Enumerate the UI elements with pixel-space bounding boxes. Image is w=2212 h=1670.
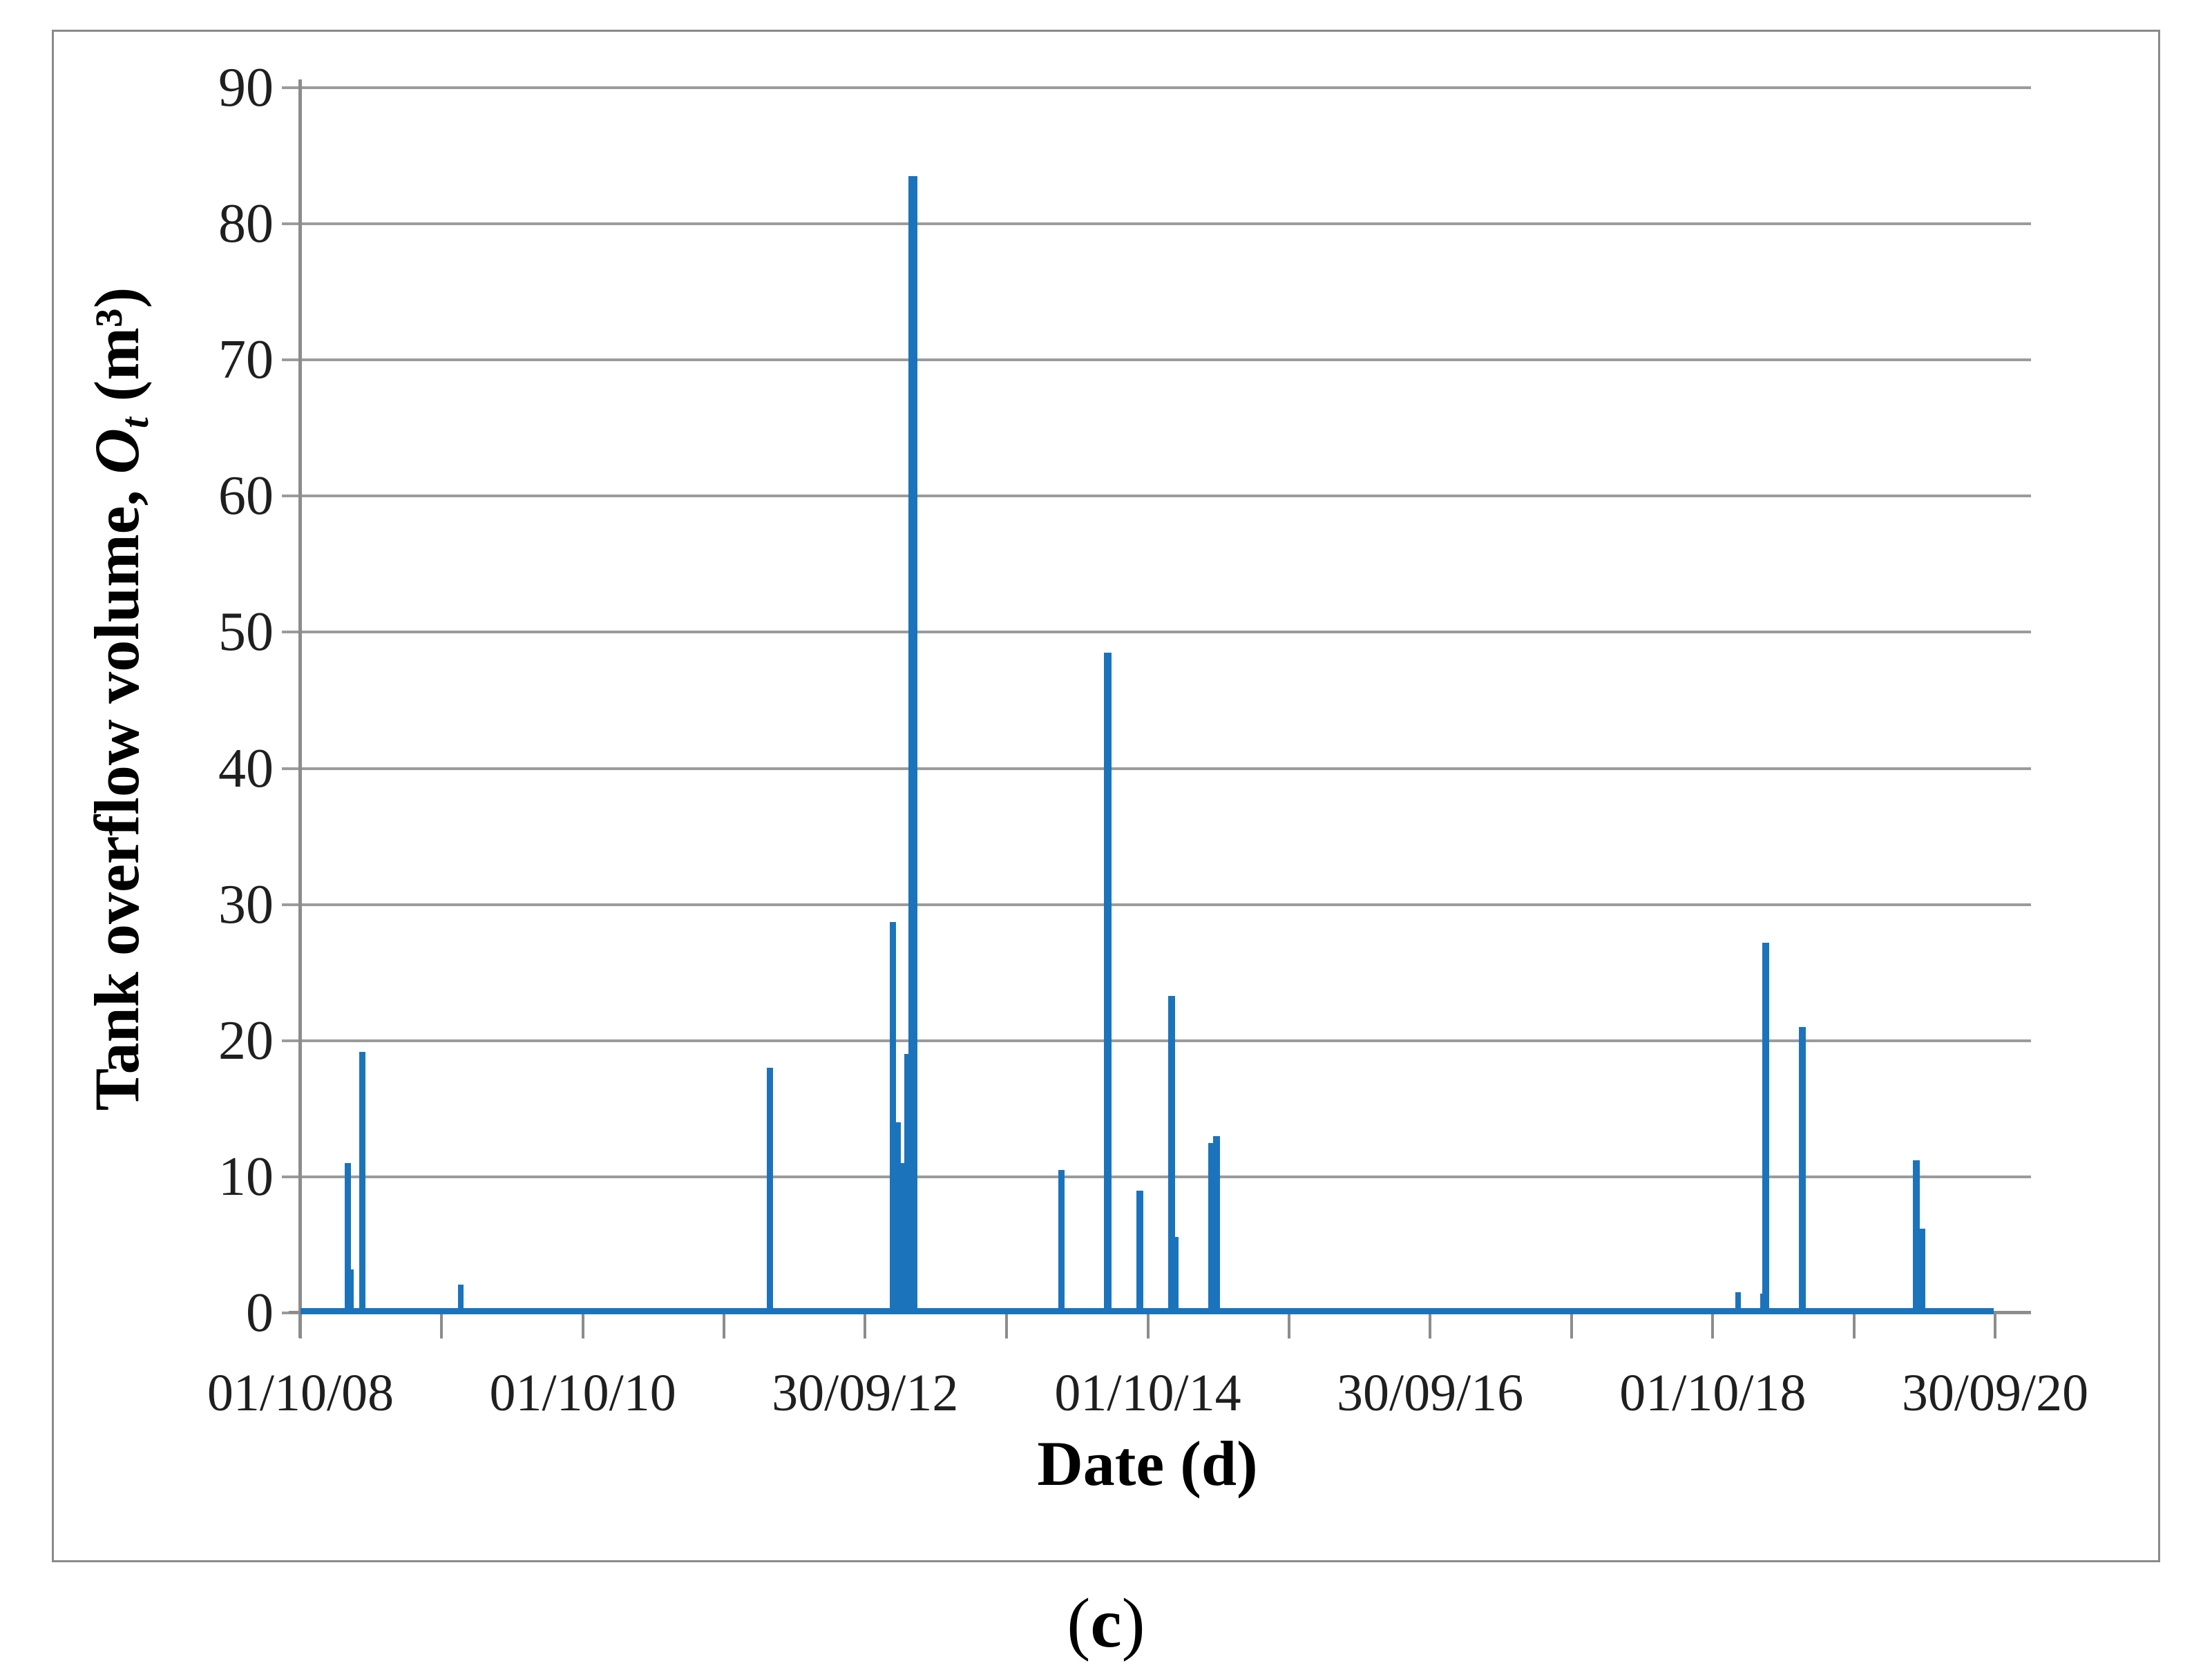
y-tick-label-80: 80 bbox=[218, 193, 274, 255]
bar-2009-03-10 bbox=[359, 1051, 366, 1314]
x-tick-label-30-09-16: 30/09/16 bbox=[1337, 1364, 1524, 1422]
bar-2020-03-10 bbox=[1912, 1160, 1920, 1314]
bar-2009-11-20 bbox=[458, 1284, 464, 1314]
y-axis-symbol-sub: t bbox=[113, 417, 158, 429]
gridline-30 bbox=[282, 903, 2031, 906]
gridline-10 bbox=[282, 1175, 2031, 1178]
x-tick-7 bbox=[1287, 1314, 1290, 1338]
caption-close-paren: ) bbox=[1121, 1584, 1145, 1662]
gridline-20 bbox=[282, 1039, 2031, 1042]
bar-2019-05-20 bbox=[1798, 1027, 1806, 1314]
x-tick-0 bbox=[299, 1314, 302, 1338]
x-tick-6 bbox=[1146, 1314, 1150, 1338]
x-tick-11 bbox=[1852, 1314, 1856, 1338]
gridline-80 bbox=[282, 222, 2031, 226]
y-tick-label-60: 60 bbox=[218, 466, 274, 527]
bar-2015-03-15 bbox=[1208, 1142, 1215, 1314]
bar-2014-02-20 bbox=[1058, 1170, 1065, 1314]
bar-2014-06-20 bbox=[1104, 653, 1112, 1314]
x-tick-label-30-09-20: 30/09/20 bbox=[1901, 1364, 2089, 1422]
x-tick-12 bbox=[1994, 1314, 1996, 1338]
x-tick-1 bbox=[440, 1314, 444, 1338]
zero-baseline bbox=[301, 1308, 1994, 1314]
y-axis-title: Tank overflow volume, Ot (m³) bbox=[80, 287, 158, 1111]
bar-2014-12-01 bbox=[1167, 995, 1175, 1314]
bar-2013-01-18 bbox=[904, 1054, 911, 1314]
y-tick-label-70: 70 bbox=[218, 329, 274, 391]
bar-2014-09-10 bbox=[1136, 1190, 1143, 1314]
bar-2009-02-09 bbox=[348, 1269, 354, 1314]
bar-2020-03-24 bbox=[1918, 1228, 1925, 1314]
caption-open-paren: ( bbox=[1067, 1584, 1091, 1662]
x-tick-label-01-10-08: 01/10/08 bbox=[207, 1364, 394, 1422]
gridline-70 bbox=[282, 358, 2031, 362]
y-tick-label-90: 90 bbox=[218, 57, 274, 118]
gridline-60 bbox=[282, 495, 2031, 498]
figure-caption: (c) bbox=[1067, 1583, 1145, 1664]
y-tick-label-50: 50 bbox=[218, 602, 274, 663]
bar-2009-02-01 bbox=[345, 1163, 352, 1314]
gridline-50 bbox=[282, 631, 2031, 634]
bar-2013-02-01 bbox=[908, 176, 918, 1314]
x-tick-label-01-10-14: 01/10/14 bbox=[1054, 1364, 1241, 1422]
y-tick-label-0: 0 bbox=[246, 1283, 274, 1343]
bar-2019-02-15 bbox=[1762, 942, 1770, 1314]
x-tick-label-01-10-10: 01/10/10 bbox=[489, 1364, 676, 1422]
x-tick-label-01-10-18: 01/10/18 bbox=[1619, 1364, 1806, 1422]
x-tick-3 bbox=[722, 1314, 725, 1338]
x-tick-8 bbox=[1429, 1314, 1432, 1338]
plot-area bbox=[282, 86, 2031, 1314]
x-tick-10 bbox=[1711, 1314, 1715, 1338]
x-tick-4 bbox=[864, 1314, 867, 1338]
x-tick-label-30-09-12: 30/09/12 bbox=[772, 1364, 959, 1422]
gridline-90 bbox=[282, 86, 2031, 89]
x-tick-9 bbox=[1570, 1314, 1574, 1338]
y-tick-label-40: 40 bbox=[218, 738, 274, 799]
x-tick-5 bbox=[1005, 1314, 1009, 1338]
bar-2014-12-11 bbox=[1172, 1236, 1179, 1314]
bar-2012-01-28 bbox=[767, 1068, 774, 1314]
y-tick-label-30: 30 bbox=[218, 874, 274, 935]
y-tick-label-20: 20 bbox=[218, 1010, 274, 1071]
x-axis-title: Date (d) bbox=[1037, 1428, 1258, 1499]
x-tick-2 bbox=[581, 1314, 584, 1338]
bar-2015-03-28 bbox=[1213, 1135, 1221, 1314]
bar-2018-12-05 bbox=[1735, 1292, 1741, 1314]
y-tick-label-10: 10 bbox=[218, 1146, 274, 1207]
gridline-40 bbox=[282, 767, 2031, 770]
caption-letter: c bbox=[1090, 1584, 1122, 1662]
y-axis-line bbox=[298, 79, 302, 1338]
bar-2012-12-10 bbox=[889, 922, 896, 1314]
